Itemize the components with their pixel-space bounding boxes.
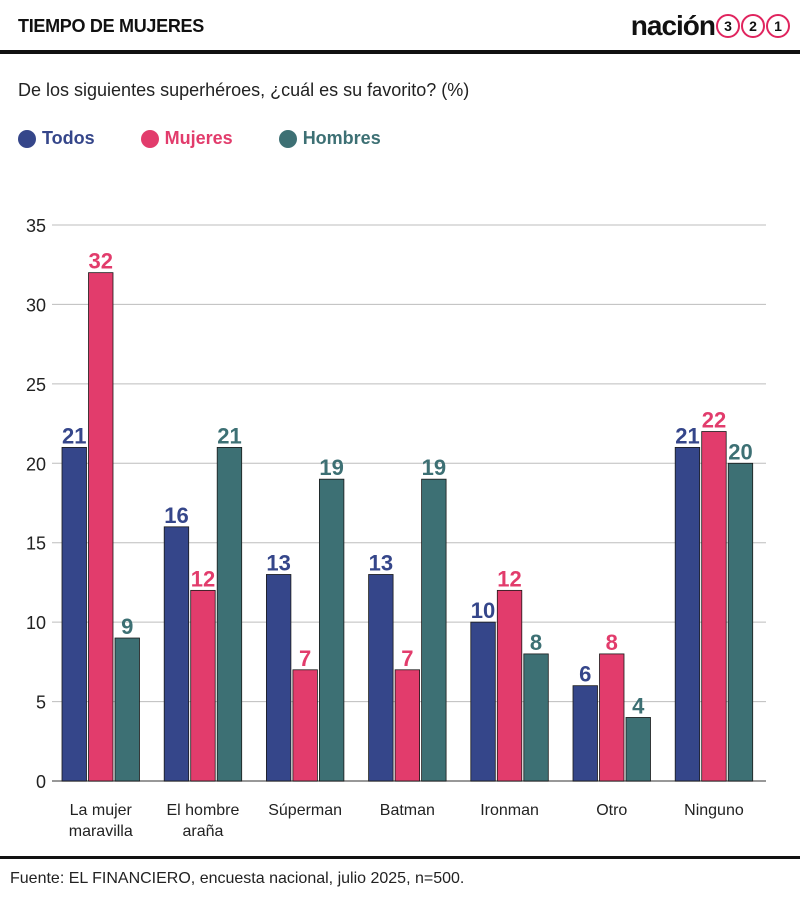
brand-digit-3: 3 bbox=[716, 14, 740, 38]
bar-4-0 bbox=[470, 621, 496, 782]
bar-5-2 bbox=[625, 717, 651, 782]
bar-4-1 bbox=[496, 589, 523, 782]
y-tick-label-30: 30 bbox=[26, 295, 46, 315]
bar-3-2 bbox=[421, 478, 447, 782]
bar-2-2 bbox=[318, 478, 345, 782]
value-label-1-0: 16 bbox=[164, 503, 188, 528]
brand-name: nación bbox=[630, 10, 716, 41]
bar-1-1 bbox=[190, 589, 216, 782]
footer-divider bbox=[0, 856, 800, 859]
bar-6-1 bbox=[701, 431, 727, 782]
value-label-6-2: 20 bbox=[728, 439, 752, 464]
legend-dot-todos bbox=[18, 129, 36, 148]
category-label-0-0: La mujer bbox=[70, 802, 133, 819]
legend-label-hombres: Hombres bbox=[302, 128, 381, 148]
category-label-3-0: Batman bbox=[380, 802, 435, 819]
legend: Todos Mujeres Hombres bbox=[18, 128, 427, 149]
y-tick-label-15: 15 bbox=[26, 534, 46, 554]
bar-0-1 bbox=[88, 272, 114, 782]
value-label-0-1: 32 bbox=[89, 249, 113, 274]
value-label-1-2: 21 bbox=[217, 423, 241, 448]
brand-digit-1: 1 bbox=[766, 14, 790, 38]
category-label-0-1: maravilla bbox=[69, 823, 133, 840]
value-label-1-1: 12 bbox=[191, 566, 215, 591]
source-note: Fuente: EL FINANCIERO, encuesta nacional… bbox=[10, 870, 465, 887]
value-label-0-0: 21 bbox=[62, 423, 86, 448]
value-label-4-0: 10 bbox=[471, 598, 495, 623]
legend-label-mujeres: Mujeres bbox=[164, 128, 233, 148]
value-label-3-2: 19 bbox=[422, 455, 446, 480]
bar-0-0 bbox=[61, 446, 87, 782]
bar-0-2 bbox=[114, 637, 140, 782]
bar-5-0 bbox=[572, 685, 598, 782]
legend-dot-mujeres bbox=[140, 129, 159, 148]
category-label-6-0: Ninguno bbox=[684, 802, 744, 819]
value-label-4-1: 12 bbox=[497, 566, 521, 591]
category-label-4-0: Ironman bbox=[480, 802, 539, 819]
y-tick-label-25: 25 bbox=[26, 375, 46, 395]
bar-5-1 bbox=[599, 653, 625, 782]
legend-item-mujeres: Mujeres bbox=[140, 128, 233, 149]
bar-6-0 bbox=[674, 446, 701, 782]
y-tick-label-20: 20 bbox=[26, 454, 46, 474]
chart-question: De los siguientes superhéroes, ¿cuál es … bbox=[18, 80, 470, 100]
y-tick-label-5: 5 bbox=[36, 693, 46, 713]
bar-1-0 bbox=[163, 526, 190, 782]
bar-1-2 bbox=[216, 446, 243, 782]
value-label-5-1: 8 bbox=[606, 630, 618, 655]
brand-digit-2: 2 bbox=[741, 14, 765, 38]
bar-chart: 0 5 10 15 20 25 30 35 21 32 9 La mujer maravilla 16 12… bbox=[26, 216, 766, 840]
value-label-0-2: 9 bbox=[121, 614, 133, 639]
value-label-6-0: 21 bbox=[675, 423, 699, 448]
value-label-4-2: 8 bbox=[530, 630, 542, 655]
header-divider bbox=[0, 50, 800, 54]
value-label-5-2: 4 bbox=[632, 693, 645, 718]
value-label-3-0: 13 bbox=[369, 550, 393, 575]
category-label-1-0: El hombre bbox=[166, 802, 239, 819]
legend-dot-hombres bbox=[278, 129, 297, 148]
bar-6-2 bbox=[727, 462, 754, 782]
section-title: TIEMPO DE MUJERES bbox=[18, 16, 204, 36]
y-tick-label-10: 10 bbox=[26, 613, 46, 633]
bar-2-1 bbox=[292, 669, 318, 782]
category-label-2-0: Súperman bbox=[268, 802, 342, 819]
bar-2-0 bbox=[265, 574, 292, 782]
y-tick-label-35: 35 bbox=[26, 216, 46, 236]
bar-3-0 bbox=[368, 574, 394, 782]
value-label-3-1: 7 bbox=[401, 646, 413, 671]
legend-item-todos: Todos bbox=[18, 128, 95, 149]
legend-label-todos: Todos bbox=[42, 128, 95, 148]
bar-3-1 bbox=[394, 669, 421, 782]
category-label-1-1: araña bbox=[182, 823, 223, 840]
bar-4-2 bbox=[523, 653, 549, 782]
value-label-6-1: 22 bbox=[702, 408, 726, 433]
value-label-2-0: 13 bbox=[266, 550, 290, 575]
value-label-2-1: 7 bbox=[299, 646, 311, 671]
category-label-5-0: Otro bbox=[596, 802, 627, 819]
brand-logo[interactable]: nación 3 2 1 bbox=[631, 10, 790, 42]
value-label-2-2: 19 bbox=[319, 455, 343, 480]
header: TIEMPO DE MUJERES nación 3 2 1 bbox=[0, 0, 800, 52]
y-tick-label-0: 0 bbox=[36, 772, 46, 792]
legend-item-hombres: Hombres bbox=[278, 128, 381, 149]
value-label-5-0: 6 bbox=[579, 662, 591, 687]
